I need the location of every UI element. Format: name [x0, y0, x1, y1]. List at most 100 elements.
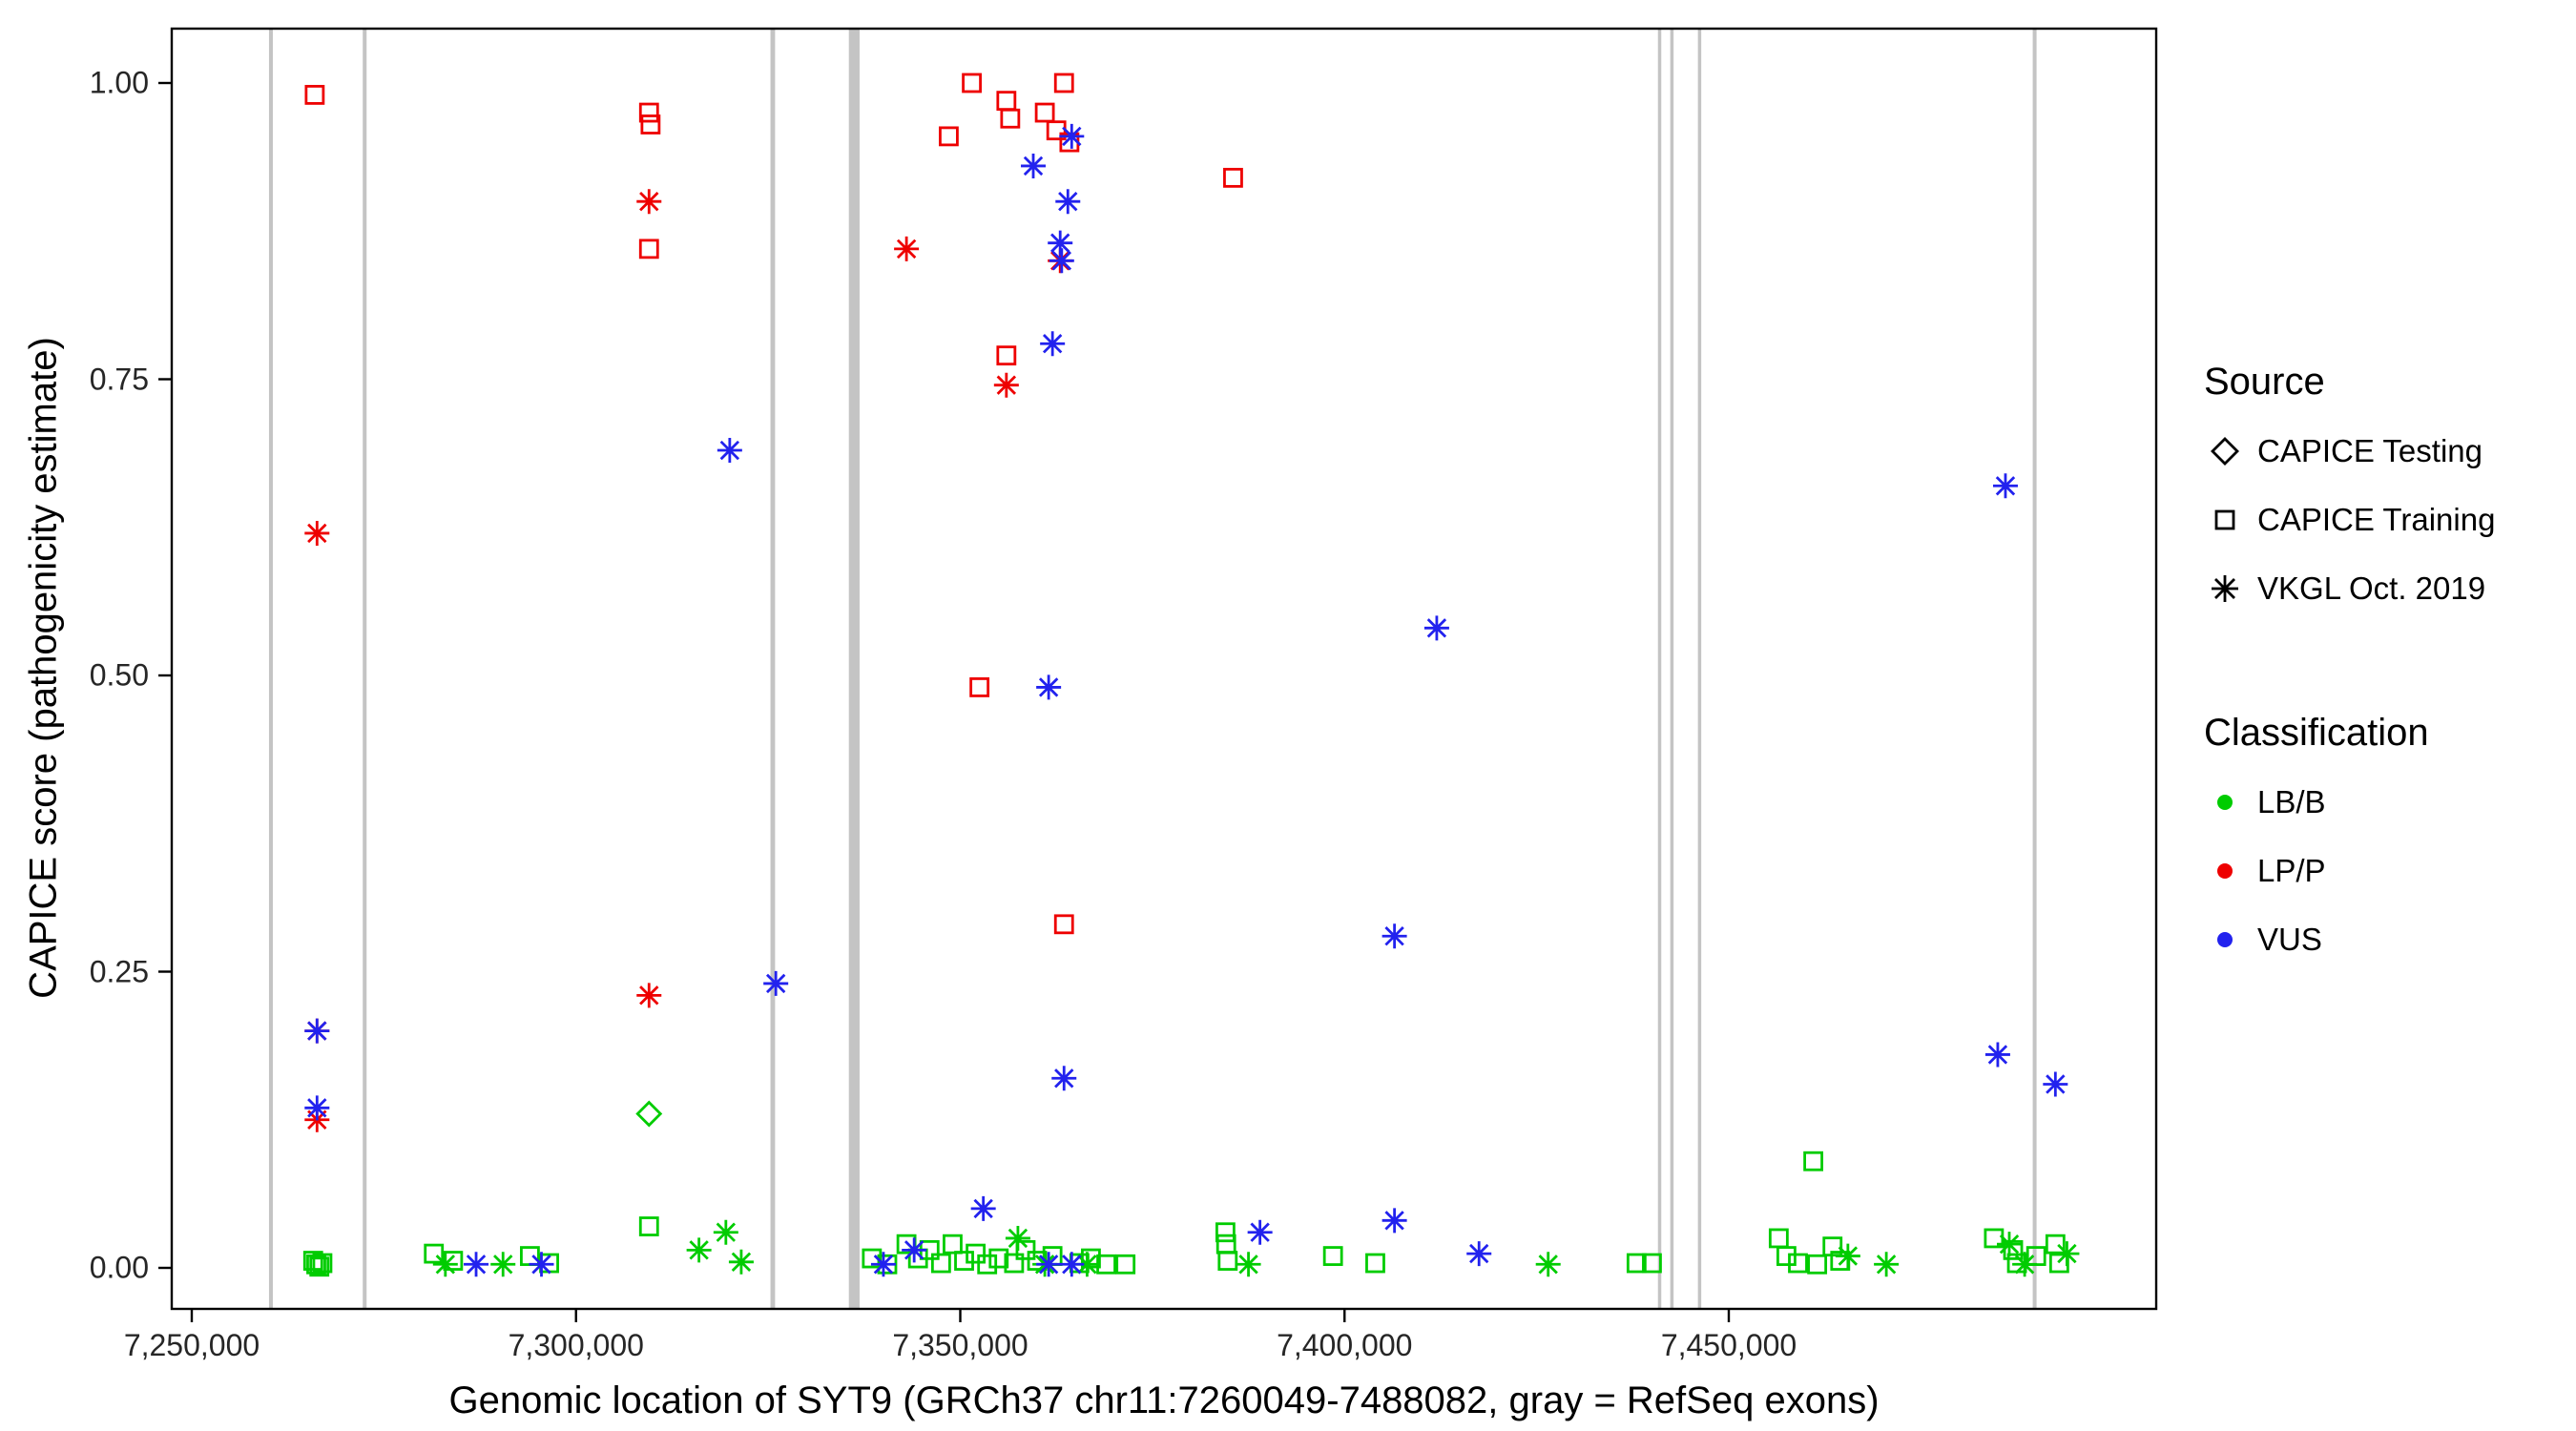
data-point-square [1768, 1228, 1789, 1249]
data-point-square [638, 102, 659, 123]
data-point-asterisk [304, 1095, 330, 1121]
data-point-asterisk [1381, 923, 1407, 949]
data-point-square [862, 1248, 883, 1269]
exon-bar [2032, 29, 2037, 1309]
data-point-square [1000, 108, 1021, 129]
legend-source: Source CAPICE Testing CAPICE Training VK… [2204, 361, 2495, 623]
x-tick-label: 7,300,000 [508, 1328, 644, 1362]
exon-bar [848, 29, 860, 1309]
square-icon [2214, 509, 2235, 530]
legend-item-lbb: LB/B [2204, 768, 2429, 837]
data-point-asterisk [1466, 1241, 1492, 1267]
legend-label: LP/P [2257, 853, 2326, 888]
x-axis-tick-labels: 7,250,000 7,300,000 7,350,000 7,400,000 7,45… [0, 1328, 2576, 1370]
x-axis-title: Genomic location of SYT9 (GRCh37 chr11:7… [448, 1379, 1880, 1421]
data-point-asterisk [686, 1237, 712, 1263]
data-point-asterisk [464, 1252, 489, 1277]
dot-icon [2217, 863, 2233, 879]
data-point-square [962, 73, 982, 93]
data-point-square [988, 1248, 1009, 1269]
legend-label: CAPICE Testing [2257, 433, 2483, 468]
y-tick-label: 1.00 [89, 65, 149, 100]
data-point-asterisk [1036, 1252, 1062, 1277]
data-point-asterisk [1247, 1219, 1273, 1245]
legend-label: LB/B [2257, 784, 2326, 819]
data-point-square [304, 85, 325, 105]
data-point-asterisk [2012, 1252, 2038, 1277]
data-point-asterisk [1535, 1252, 1561, 1277]
data-point-asterisk [636, 983, 662, 1008]
data-point-square [943, 1234, 963, 1255]
data-point-asterisk [870, 1252, 896, 1277]
data-point-asterisk [1381, 1208, 1407, 1234]
exon-bar [1657, 29, 1662, 1309]
x-tick-label: 7,400,000 [1277, 1328, 1413, 1362]
legend-item-capice-testing: CAPICE Testing [2204, 417, 2495, 486]
data-point-square [1642, 1253, 1662, 1274]
data-point-square [996, 345, 1017, 366]
data-point-square [1215, 1234, 1236, 1255]
data-point-asterisk [1835, 1243, 1860, 1269]
data-point-asterisk [1059, 123, 1085, 149]
data-point-asterisk [713, 1219, 738, 1245]
y-tick-label: 0.75 [89, 362, 149, 396]
data-point-square [1053, 914, 1074, 935]
data-point-square [977, 1254, 998, 1275]
y-tick-label: 0.50 [89, 657, 149, 693]
exon-bar [363, 29, 367, 1309]
data-point-asterisk [970, 1195, 996, 1221]
data-point-asterisk [1074, 1252, 1100, 1277]
legend-item-lpp: LP/P [2204, 837, 2429, 905]
legend-item-vkgl: VKGL Oct. 2019 [2204, 554, 2495, 623]
data-point-square [1807, 1254, 1828, 1275]
data-point-asterisk [1874, 1252, 1900, 1277]
data-point-asterisk [1055, 189, 1081, 215]
data-point-square [424, 1243, 445, 1264]
data-point-asterisk [304, 520, 330, 546]
data-point-asterisk [432, 1252, 458, 1277]
data-point-square [312, 1253, 333, 1274]
data-point-square [939, 126, 959, 147]
data-point-asterisk [1059, 1252, 1085, 1277]
y-tick-label: 0.00 [89, 1250, 149, 1285]
data-point-square [969, 677, 990, 697]
legend: Source CAPICE Testing CAPICE Training VK… [2204, 0, 2576, 1431]
data-point-asterisk [1423, 615, 1449, 641]
legend-label: VKGL Oct. 2019 [2257, 570, 2486, 606]
dot-icon [2217, 932, 2233, 947]
data-point-asterisk [636, 189, 662, 215]
data-point-asterisk [1021, 153, 1047, 178]
y-axis-tick-labels: 0.00 0.25 0.50 0.75 1.00 [0, 0, 149, 1431]
data-point-asterisk [1236, 1252, 1261, 1277]
data-point-asterisk [717, 438, 742, 464]
data-point-square [996, 91, 1017, 112]
data-point-square [309, 1256, 330, 1277]
exon-bar [1697, 29, 1702, 1309]
data-point-asterisk [1997, 1232, 2023, 1257]
legend-classification-title: Classification [2204, 712, 2429, 754]
y-tick-label: 0.25 [89, 954, 149, 988]
data-point-asterisk [1049, 248, 1074, 274]
data-point-asterisk [728, 1249, 754, 1275]
data-point-asterisk [1048, 230, 1073, 256]
x-tick-label: 7,250,000 [123, 1328, 260, 1362]
data-point-asterisk [1005, 1225, 1030, 1251]
data-point-square [966, 1243, 987, 1264]
data-point-asterisk [1040, 331, 1066, 357]
data-point-asterisk [1051, 1066, 1077, 1091]
data-point-asterisk [1992, 473, 2018, 499]
diamond-icon [2211, 437, 2239, 466]
data-point-diamond [635, 1100, 663, 1128]
data-point-square [520, 1246, 540, 1266]
data-point-square [1365, 1253, 1385, 1274]
data-point-square [640, 114, 661, 135]
data-point-square [1803, 1151, 1824, 1172]
data-point-square [1217, 1251, 1238, 1271]
exon-bar [1670, 29, 1674, 1309]
data-point-asterisk [763, 970, 789, 996]
data-point-square [1322, 1246, 1343, 1266]
data-point-asterisk [1036, 674, 1062, 700]
data-point-square [1788, 1253, 1808, 1274]
